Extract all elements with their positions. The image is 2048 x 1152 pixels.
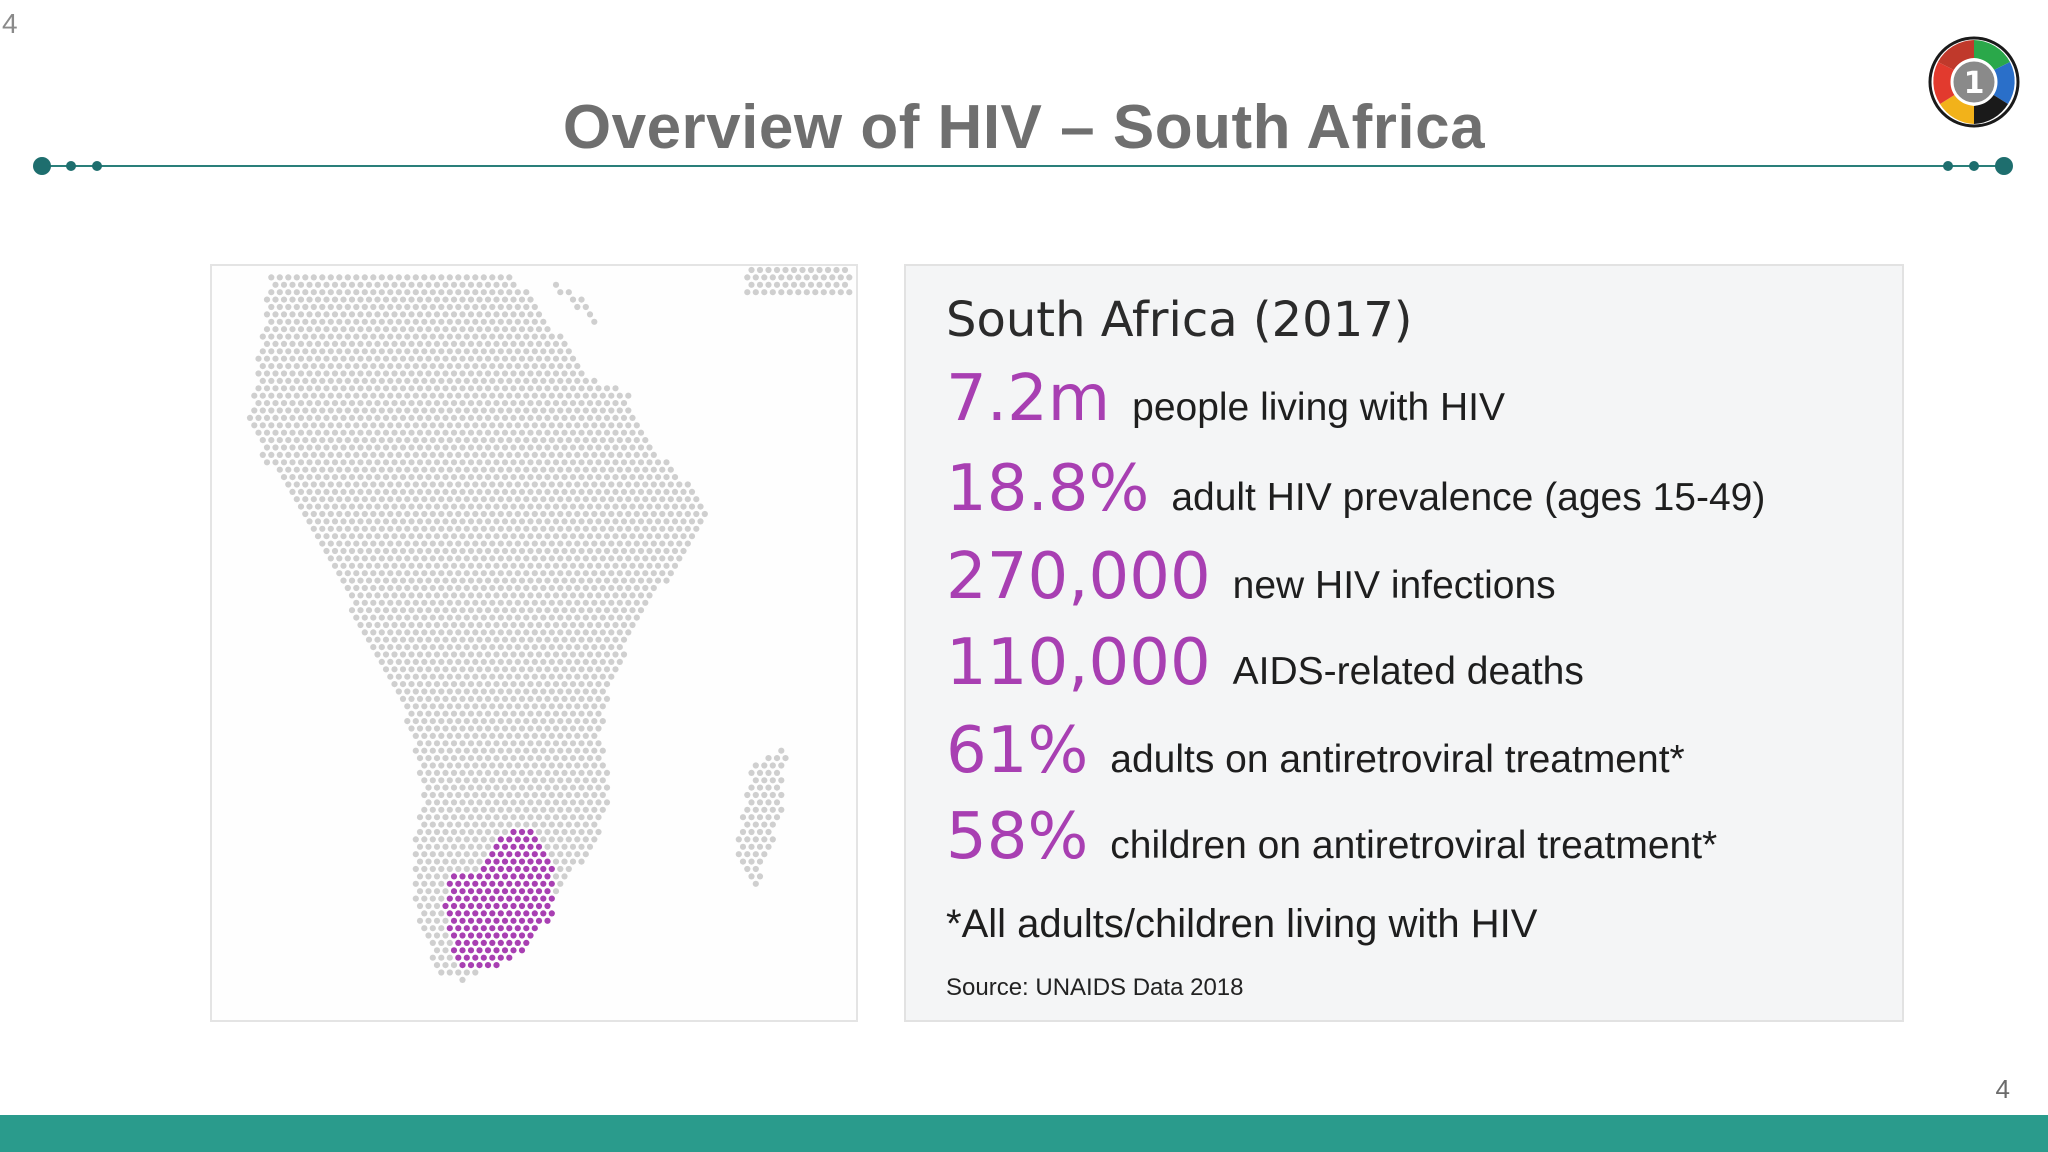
stat-value: 58% — [946, 800, 1088, 874]
stat-value: 7.2m — [946, 362, 1110, 436]
stat-row: 61% adults on antiretroviral treatment* — [946, 714, 1685, 788]
stats-source: Source: UNAIDS Data 2018 — [946, 974, 1243, 1002]
stat-value: 110,000 — [946, 626, 1211, 700]
stat-row: 110,000 AIDS-related deaths — [946, 626, 1584, 700]
stat-row: 18.8% adult HIV prevalence (ages 15-49) — [946, 452, 1765, 526]
stats-heading: South Africa (2017) — [946, 292, 1413, 348]
stat-label: adult HIV prevalence (ages 15-49) — [1171, 476, 1765, 520]
stat-label: AIDS-related deaths — [1233, 650, 1584, 694]
slide-number-top: 4 — [2, 8, 18, 40]
stat-value: 270,000 — [946, 540, 1211, 614]
africa-dot-map — [212, 266, 856, 1020]
footer-bar — [0, 1115, 2048, 1152]
stats-panel: South Africa (2017) 7.2m people living wi… — [904, 264, 1904, 1022]
stat-label: new HIV infections — [1233, 564, 1556, 608]
title-divider — [28, 150, 2020, 182]
stat-row: 7.2m people living with HIV — [946, 362, 1505, 436]
stat-value: 18.8% — [946, 452, 1149, 526]
stat-row: 270,000 new HIV infections — [946, 540, 1556, 614]
stat-label: children on antiretroviral treatment* — [1110, 824, 1717, 868]
stats-footnote: *All adults/children living with HIV — [946, 902, 1537, 947]
stat-value: 61% — [946, 714, 1088, 788]
slide-number-bottom: 4 — [1996, 1074, 2010, 1105]
stat-row: 58% children on antiretroviral treatment* — [946, 800, 1717, 874]
africa-map-panel — [210, 264, 858, 1022]
stat-label: people living with HIV — [1132, 386, 1505, 430]
stat-label: adults on antiretroviral treatment* — [1110, 738, 1684, 782]
